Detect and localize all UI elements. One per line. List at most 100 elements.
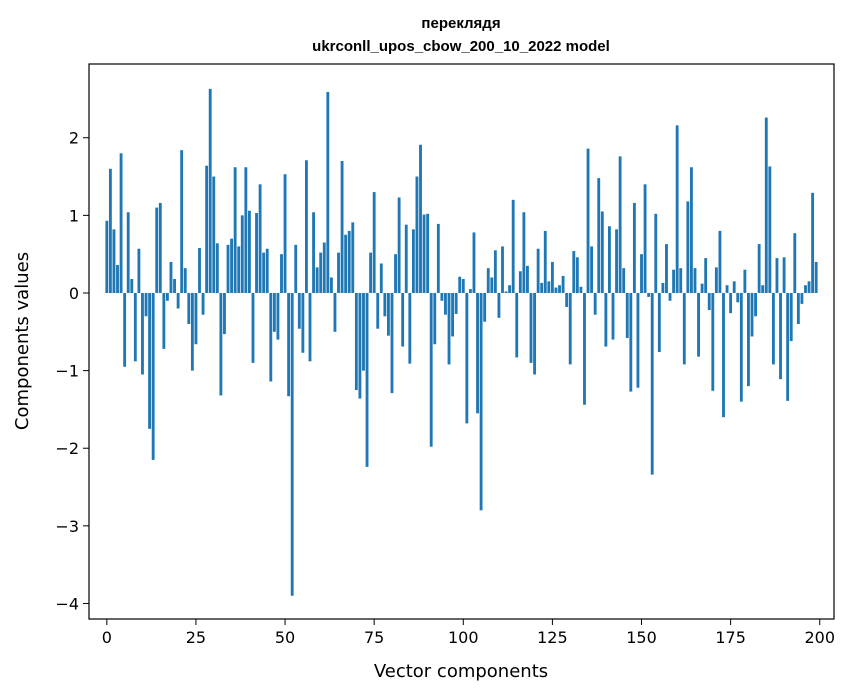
bar-45 [265, 248, 269, 293]
chart-title: переклядя [421, 15, 500, 32]
bar-86 [411, 229, 415, 293]
bar-193 [793, 233, 797, 293]
x-tick-label: 200 [804, 628, 835, 647]
bar-66 [340, 161, 344, 293]
bar-156 [661, 282, 665, 293]
bar-38 [240, 215, 244, 293]
bar-159 [672, 269, 676, 293]
bar-196 [804, 285, 807, 293]
bar-25 [194, 292, 198, 345]
bar-100 [461, 279, 465, 293]
bar-82 [397, 197, 401, 293]
bar-16 [162, 292, 166, 349]
bar-18 [169, 261, 173, 293]
bar-53 [294, 244, 298, 293]
bars-group [105, 88, 818, 596]
bar-1 [108, 168, 112, 293]
bar-117 [522, 212, 526, 293]
bar-13 [151, 292, 155, 460]
bar-17 [166, 292, 169, 301]
bar-57 [308, 292, 312, 362]
bar-9 [137, 248, 141, 293]
bar-14 [155, 207, 159, 293]
bar-64 [333, 292, 337, 332]
bar-160 [675, 125, 679, 293]
bar-79 [387, 292, 390, 336]
bar-141 [608, 226, 611, 293]
bar-119 [529, 292, 533, 363]
bar-152 [647, 292, 651, 297]
bar-121 [536, 248, 540, 293]
bar-138 [597, 178, 601, 293]
bar-55 [301, 292, 305, 353]
bar-2 [112, 229, 116, 293]
bar-11 [144, 292, 148, 317]
bar-131 [572, 251, 576, 293]
y-tick-label: 0 [69, 284, 79, 303]
bar-87 [415, 176, 419, 293]
bar-188 [775, 258, 779, 293]
bar-12 [148, 292, 152, 429]
bar-68 [347, 230, 351, 293]
bar-97 [451, 292, 455, 337]
bar-182 [754, 292, 757, 317]
bar-26 [198, 247, 201, 293]
bar-142 [611, 292, 615, 340]
bar-0 [105, 220, 109, 293]
bar-73 [365, 292, 369, 467]
bar-42 [255, 213, 258, 293]
bar-163 [686, 201, 690, 293]
bar-151 [643, 184, 647, 293]
bar-157 [665, 244, 668, 293]
y-tick-label: −1 [55, 362, 79, 381]
bar-98 [454, 292, 458, 314]
bar-155 [657, 292, 661, 352]
bar-146 [625, 292, 629, 339]
bar-128 [561, 275, 565, 293]
bar-183 [757, 244, 761, 293]
bar-47 [272, 292, 276, 332]
bar-113 [508, 285, 512, 293]
bar-59 [315, 267, 319, 293]
bar-134 [583, 292, 586, 405]
bar-195 [800, 292, 804, 304]
x-tick-label: 100 [448, 628, 479, 647]
bar-165 [693, 268, 697, 293]
bar-105 [479, 292, 483, 511]
bar-189 [779, 292, 782, 380]
bar-31 [215, 243, 219, 293]
bar-132 [575, 257, 579, 293]
bar-90 [426, 213, 430, 293]
bar-140 [604, 292, 608, 347]
bar-78 [383, 292, 387, 317]
bar-60 [319, 252, 323, 293]
bar-147 [629, 292, 633, 392]
bar-120 [533, 292, 536, 375]
bar-108 [490, 277, 494, 293]
bar-123 [543, 230, 547, 293]
bar-91 [429, 292, 433, 447]
bar-129 [565, 292, 569, 307]
y-tick-label: 1 [69, 206, 79, 225]
y-tick-label: 2 [69, 129, 79, 148]
bar-62 [326, 91, 330, 293]
bar-7 [130, 279, 134, 293]
bar-95 [444, 292, 447, 315]
x-axis-label: Vector components [374, 661, 548, 682]
bar-124 [547, 281, 551, 293]
bar-74 [369, 252, 373, 293]
bar-4 [119, 153, 123, 293]
x-tick-label: 150 [626, 628, 657, 647]
bar-125 [550, 261, 554, 293]
bar-10 [141, 292, 144, 375]
bar-99 [458, 276, 462, 293]
bar-177 [736, 292, 740, 303]
bar-63 [329, 277, 333, 293]
bar-176 [732, 281, 736, 293]
bar-80 [390, 292, 394, 394]
bar-143 [615, 229, 618, 293]
bar-174 [725, 285, 729, 293]
bar-130 [568, 292, 572, 365]
bar-81 [394, 254, 397, 293]
